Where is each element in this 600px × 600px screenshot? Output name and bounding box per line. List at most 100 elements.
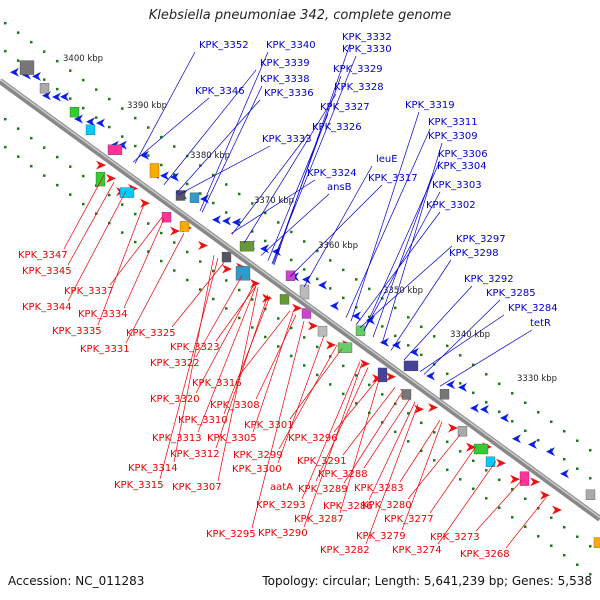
- forward-gene-arrow[interactable]: [352, 311, 361, 321]
- gene-box[interactable]: [107, 144, 123, 155]
- gene-label-top[interactable]: KPK_3306: [438, 149, 488, 160]
- gene-label-top[interactable]: tetR: [530, 318, 551, 329]
- gene-box[interactable]: [473, 443, 489, 455]
- gene-label-bottom[interactable]: KPK_3345: [22, 266, 72, 277]
- gene-label-top[interactable]: KPK_3297: [456, 234, 506, 245]
- gene-label-bottom[interactable]: KPK_3310: [178, 415, 228, 426]
- reverse-gene-arrow[interactable]: [540, 490, 550, 500]
- gene-label-bottom[interactable]: aatA: [270, 482, 293, 493]
- forward-gene-arrow[interactable]: [86, 117, 95, 127]
- forward-gene-arrow[interactable]: [74, 114, 83, 124]
- gene-label-bottom[interactable]: KPK_3305: [207, 433, 257, 444]
- forward-gene-arrow[interactable]: [366, 315, 375, 325]
- reverse-gene-arrow[interactable]: [386, 372, 396, 382]
- gene-label-bottom[interactable]: KPK_3282: [320, 545, 370, 556]
- forward-gene-arrow[interactable]: [528, 439, 537, 449]
- gene-label-bottom[interactable]: KPK_3277: [384, 514, 434, 525]
- gene-box[interactable]: [69, 106, 80, 118]
- gene-box[interactable]: [377, 367, 388, 383]
- reverse-gene-arrow[interactable]: [414, 404, 424, 414]
- gene-label-bottom[interactable]: KPK_3296: [288, 433, 338, 444]
- gene-label-top[interactable]: KPK_3339: [260, 58, 310, 69]
- reverse-gene-arrow[interactable]: [308, 321, 318, 331]
- gene-label-bottom[interactable]: KPK_3300: [232, 464, 282, 475]
- forward-gene-arrow[interactable]: [458, 382, 467, 392]
- gene-label-top[interactable]: leuE: [376, 154, 398, 165]
- gene-box[interactable]: [149, 163, 160, 178]
- gene-label-bottom[interactable]: KPK_3316: [192, 378, 242, 389]
- gene-label-top[interactable]: KPK_3332: [342, 32, 392, 43]
- reverse-gene-arrow[interactable]: [496, 458, 506, 468]
- gene-label-bottom[interactable]: KPK_3295: [206, 529, 256, 540]
- gene-box[interactable]: [457, 426, 468, 437]
- forward-gene-arrow[interactable]: [480, 404, 489, 414]
- reverse-gene-arrow[interactable]: [198, 241, 208, 251]
- forward-gene-arrow[interactable]: [392, 340, 401, 350]
- gene-label-top[interactable]: KPK_3317: [368, 173, 418, 184]
- gene-label-top[interactable]: KPK_3303: [432, 180, 482, 191]
- forward-gene-arrow[interactable]: [560, 469, 569, 479]
- gene-label-bottom[interactable]: KPK_3290: [258, 528, 308, 539]
- forward-gene-arrow[interactable]: [380, 337, 389, 347]
- gene-label-top[interactable]: KPK_3333: [262, 134, 312, 145]
- gene-label-bottom[interactable]: KPK_3312: [170, 449, 220, 460]
- gene-box[interactable]: [85, 124, 96, 135]
- gene-label-bottom[interactable]: KPK_3313: [152, 433, 202, 444]
- gene-label-top[interactable]: KPK_3329: [333, 64, 383, 75]
- reverse-gene-arrow[interactable]: [170, 226, 180, 236]
- gene-box[interactable]: [403, 360, 419, 372]
- forward-gene-arrow[interactable]: [426, 371, 435, 381]
- gene-label-top[interactable]: KPK_3302: [426, 200, 476, 211]
- forward-gene-arrow[interactable]: [260, 244, 269, 254]
- forward-gene-arrow[interactable]: [160, 171, 169, 181]
- gene-box[interactable]: [95, 171, 106, 187]
- gene-box[interactable]: [239, 241, 255, 252]
- gene-label-top[interactable]: ansB: [327, 182, 352, 193]
- reverse-gene-arrow[interactable]: [552, 505, 562, 515]
- reverse-gene-arrow[interactable]: [372, 374, 382, 384]
- reverse-gene-arrow[interactable]: [292, 303, 302, 313]
- forward-gene-arrow[interactable]: [60, 92, 69, 102]
- reverse-gene-arrow[interactable]: [106, 173, 116, 183]
- gene-label-bottom[interactable]: KPK_3291: [297, 456, 347, 467]
- gene-label-bottom[interactable]: KPK_3315: [114, 480, 164, 491]
- gene-box[interactable]: [439, 389, 450, 400]
- gene-label-bottom[interactable]: KPK_3283: [354, 483, 404, 494]
- forward-gene-arrow[interactable]: [52, 92, 61, 102]
- gene-label-bottom[interactable]: KPK_3347: [18, 250, 68, 261]
- gene-label-bottom[interactable]: KPK_3280: [362, 500, 412, 511]
- forward-gene-arrow[interactable]: [96, 118, 105, 128]
- forward-gene-arrow[interactable]: [140, 150, 149, 160]
- gene-label-top[interactable]: KPK_3284: [508, 303, 558, 314]
- gene-box[interactable]: [235, 266, 251, 281]
- forward-gene-arrow[interactable]: [500, 413, 509, 423]
- gene-label-top[interactable]: KPK_3326: [312, 122, 362, 133]
- forward-gene-arrow[interactable]: [302, 274, 311, 284]
- gene-box[interactable]: [317, 325, 328, 337]
- reverse-gene-arrow[interactable]: [326, 340, 336, 350]
- gene-box[interactable]: [337, 342, 353, 353]
- gene-label-top[interactable]: KPK_3327: [320, 102, 370, 113]
- gene-label-bottom[interactable]: KPK_3301: [244, 420, 294, 431]
- gene-label-top[interactable]: KPK_3352: [199, 40, 249, 51]
- gene-label-top[interactable]: KPK_3298: [449, 248, 499, 259]
- reverse-gene-arrow[interactable]: [466, 442, 476, 452]
- gene-label-bottom[interactable]: KPK_3299: [233, 450, 283, 461]
- gene-label-top[interactable]: KPK_3346: [195, 86, 245, 97]
- gene-label-bottom[interactable]: KPK_3325: [126, 328, 176, 339]
- gene-box[interactable]: [175, 190, 186, 201]
- gene-label-bottom[interactable]: KPK_3335: [52, 326, 102, 337]
- forward-gene-arrow[interactable]: [10, 67, 19, 77]
- gene-box[interactable]: [299, 284, 310, 300]
- reverse-gene-arrow[interactable]: [250, 279, 260, 288]
- gene-label-top[interactable]: KPK_3328: [334, 82, 384, 93]
- gene-label-top[interactable]: KPK_3330: [342, 44, 392, 55]
- gene-label-top[interactable]: KPK_3311: [428, 117, 478, 128]
- gene-label-bottom[interactable]: KPK_3288: [318, 469, 368, 480]
- gene-label-bottom[interactable]: KPK_3274: [392, 545, 442, 556]
- reverse-gene-arrow[interactable]: [530, 477, 540, 487]
- gene-label-bottom[interactable]: KPK_3308: [210, 400, 260, 411]
- gene-label-top[interactable]: KPK_3292: [464, 274, 514, 285]
- forward-gene-arrow[interactable]: [318, 280, 327, 290]
- gene-box[interactable]: [301, 308, 312, 319]
